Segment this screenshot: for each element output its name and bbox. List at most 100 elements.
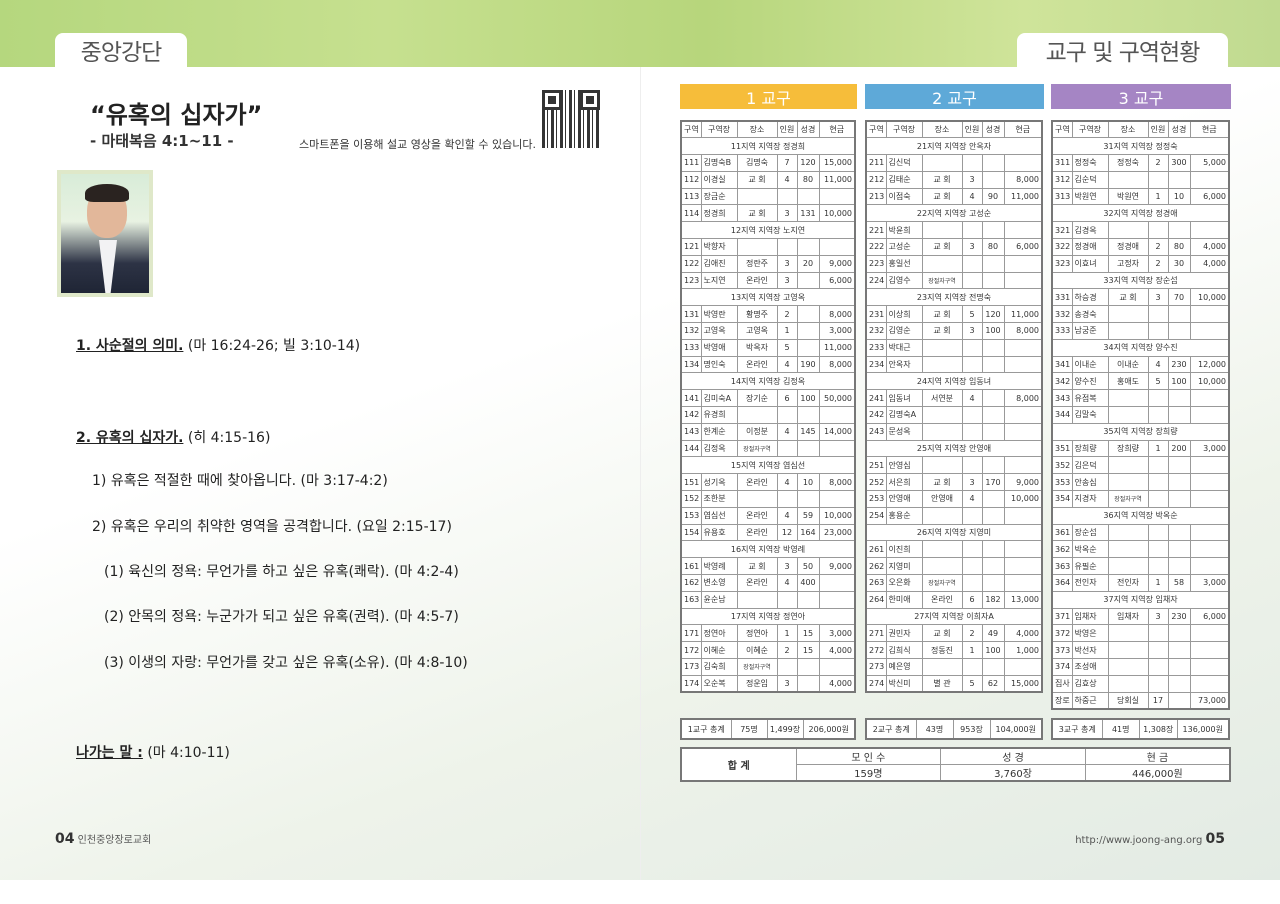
table-row: 254 홍용순 bbox=[865, 506, 1043, 525]
cell-place: 교 회 bbox=[1107, 288, 1149, 307]
cell-cash bbox=[1189, 490, 1230, 508]
header-cash: 현 금 bbox=[1084, 747, 1231, 765]
cell-cash: 4,000 bbox=[1189, 254, 1230, 273]
total-attendance: 159명 bbox=[795, 764, 942, 782]
table-row: 133 박영애 박옥자 5 11,000 bbox=[680, 338, 856, 357]
cell-place: 장절자구역 bbox=[736, 439, 778, 458]
column-header: 구역장 bbox=[700, 120, 738, 139]
cell-bibles bbox=[796, 658, 820, 676]
column-header: 현금 bbox=[818, 120, 856, 139]
region-row: 32지역 지역장 정경애 bbox=[1051, 204, 1230, 223]
table-row: 261 이진희 bbox=[865, 540, 1043, 559]
cell-leader: 김효상 bbox=[1071, 674, 1109, 693]
cell-bibles bbox=[981, 355, 1005, 374]
table-row: 131 박영란 황명주 2 8,000 bbox=[680, 305, 856, 324]
cell-group: 251 bbox=[865, 456, 887, 475]
website-link[interactable]: http://www.joong-ang.org bbox=[1075, 835, 1203, 846]
cell-leader: 고영옥 bbox=[700, 322, 738, 340]
cell-people: 4 bbox=[776, 355, 798, 374]
cell-people: 2 bbox=[1147, 254, 1169, 273]
cell-people bbox=[1147, 674, 1169, 693]
cell-cash bbox=[1003, 221, 1043, 240]
cell-people: 3 bbox=[776, 557, 798, 576]
cell-people bbox=[961, 456, 983, 475]
cell-cash: 3,000 bbox=[818, 322, 856, 340]
qr-code-icon[interactable] bbox=[542, 90, 600, 148]
total-people: 43명 bbox=[915, 718, 954, 740]
cell-leader: 안송심 bbox=[1071, 473, 1109, 492]
cell-cash: 5,000 bbox=[1189, 154, 1230, 172]
cell-bibles: 15 bbox=[796, 624, 820, 643]
cell-cash: 11,000 bbox=[818, 338, 856, 357]
cell-group: 174 bbox=[680, 674, 702, 693]
table-row: 121 박향자 bbox=[680, 238, 856, 256]
cell-people bbox=[1147, 221, 1169, 240]
region-title: 13지역 지역장 고영옥 bbox=[680, 288, 856, 307]
cell-cash: 4,000 bbox=[818, 674, 856, 693]
cell-place bbox=[1107, 305, 1149, 324]
cell-bibles: 164 bbox=[796, 523, 820, 542]
table-row: 222 고성순 교 회 3 80 6,000 bbox=[865, 238, 1043, 256]
cell-bibles bbox=[1167, 523, 1191, 542]
cell-people: 7 bbox=[776, 154, 798, 172]
cell-bibles bbox=[1167, 389, 1191, 408]
cell-leader: 박신미 bbox=[885, 674, 923, 693]
cell-leader: 홍용순 bbox=[885, 506, 923, 525]
district-total-table: 3교구 총계 41명 1,308장 136,000원 bbox=[1051, 718, 1230, 740]
table-row: 271 권민자 교 회 2 49 4,000 bbox=[865, 624, 1043, 643]
cell-cash: 4,000 bbox=[1189, 238, 1230, 256]
cell-cash: 73,000 bbox=[1189, 691, 1230, 710]
cell-people bbox=[961, 574, 983, 592]
column-header: 구역 bbox=[865, 120, 887, 139]
cell-place: 김명숙 bbox=[736, 154, 778, 172]
total-cash: 446,000원 bbox=[1084, 764, 1231, 782]
cell-bibles: 15 bbox=[796, 641, 820, 659]
cell-group: 272 bbox=[865, 641, 887, 659]
cell-group: 254 bbox=[865, 506, 887, 525]
cell-place bbox=[921, 406, 963, 424]
cell-people: 2 bbox=[776, 305, 798, 324]
cell-bibles: 80 bbox=[981, 238, 1005, 256]
table-row: 153 염심선 온라인 4 59 10,000 bbox=[680, 506, 856, 525]
cell-place bbox=[921, 254, 963, 273]
cell-group: 223 bbox=[865, 254, 887, 273]
cell-place: 온라인 bbox=[921, 590, 963, 609]
cell-bibles bbox=[796, 490, 820, 508]
cell-bibles bbox=[1167, 456, 1191, 475]
cell-place bbox=[1107, 170, 1149, 189]
cell-cash bbox=[818, 187, 856, 206]
cell-bibles bbox=[1167, 624, 1191, 643]
cell-leader: 박향자 bbox=[700, 238, 738, 256]
cell-cash: 10,000 bbox=[818, 204, 856, 223]
cell-place bbox=[1107, 658, 1149, 676]
cell-cash: 14,000 bbox=[818, 422, 856, 441]
cell-people bbox=[776, 187, 798, 206]
cell-place bbox=[736, 406, 778, 424]
cell-people: 3 bbox=[776, 674, 798, 693]
cell-people: 3 bbox=[961, 170, 983, 189]
cell-cash bbox=[1003, 456, 1043, 475]
table-row: 232 김영순 교 회 3 100 8,000 bbox=[865, 322, 1043, 340]
district-table: 구역 구역장 장소 인원 성경 현금 21지역 지역장 안옥자 211 김신덕 212 김태순 교 회… bbox=[865, 120, 1043, 694]
column-header: 인원 bbox=[1147, 120, 1169, 139]
closing-ref: (마 4:10-11) bbox=[142, 745, 230, 761]
cell-bibles bbox=[981, 490, 1005, 508]
cell-place: 교 회 bbox=[921, 624, 963, 643]
cell-bibles bbox=[1167, 557, 1191, 576]
section-1: 1. 사순절의 의미. (마 16:24-26; 빌 3:10-14) bbox=[76, 335, 360, 355]
cell-bibles bbox=[1167, 674, 1191, 693]
cell-place bbox=[1107, 641, 1149, 659]
total-bibles: 1,308장 bbox=[1139, 718, 1178, 740]
cell-group: 333 bbox=[1051, 322, 1073, 340]
table-row: 234 안옥자 bbox=[865, 355, 1043, 374]
column-header: 구역 bbox=[1051, 120, 1073, 139]
cell-group: 311 bbox=[1051, 154, 1073, 172]
cell-cash bbox=[818, 574, 856, 592]
cell-leader: 양수진 bbox=[1071, 372, 1109, 391]
region-title: 21지역 지역장 안옥자 bbox=[865, 137, 1043, 156]
cell-place: 장기순 bbox=[736, 389, 778, 408]
cell-place bbox=[736, 590, 778, 609]
cell-place bbox=[921, 557, 963, 576]
region-title: 11지역 지역장 정경희 bbox=[680, 137, 856, 156]
cell-group: 173 bbox=[680, 658, 702, 676]
